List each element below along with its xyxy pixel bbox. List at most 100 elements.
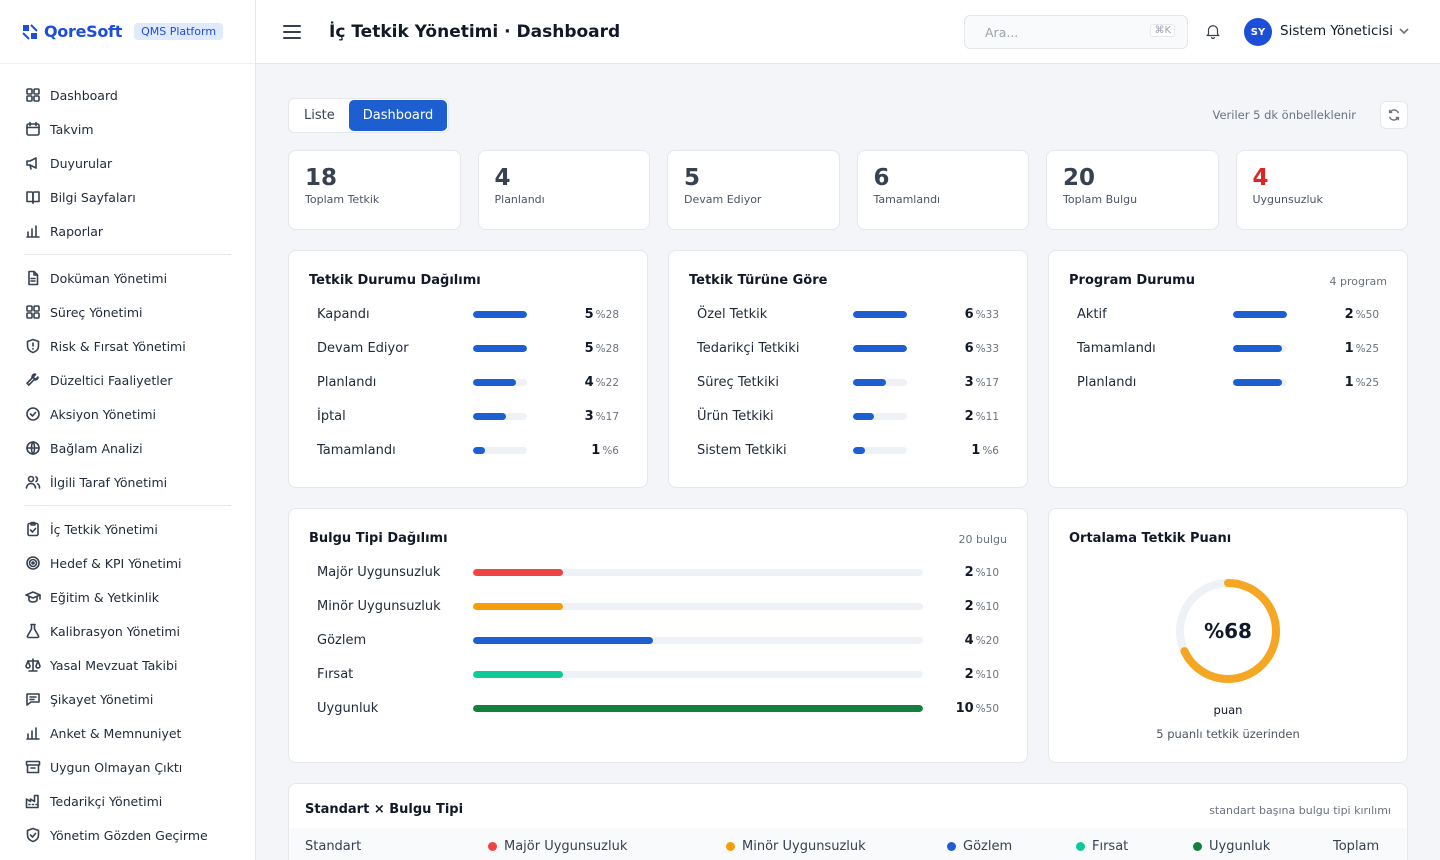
- sidebar-item-uygun-olmayan-kt[interactable]: Uygun Olmayan Çıktı: [24, 750, 231, 784]
- row-value: 2 %10: [965, 565, 999, 580]
- logo-icon: [22, 23, 38, 40]
- sidebar-item-label: Hedef & KPI Yönetimi: [50, 555, 182, 571]
- sidebar-item-label: Takvim: [50, 121, 94, 137]
- bell-icon[interactable]: [1204, 22, 1224, 42]
- sidebar-item-aksiyon-y-netimi[interactable]: Aksiyon Yönetimi: [24, 397, 231, 431]
- bar-track: [473, 344, 527, 352]
- sidebar-item-label: Doküman Yönetimi: [50, 270, 168, 286]
- bar-fill: [1233, 378, 1282, 386]
- kpi-card[interactable]: 18 Toplam Tetkik: [288, 150, 461, 230]
- row-value: 1 %6: [591, 443, 619, 458]
- row-percent: %28: [595, 308, 619, 321]
- sidebar-item-label: Eğitim & Yetkinlik: [50, 589, 159, 605]
- sidebar-item-ba-lam-analizi[interactable]: Bağlam Analizi: [24, 431, 231, 465]
- sidebar-item-anket-memnuniyet[interactable]: Anket & Memnuniyet: [24, 716, 231, 750]
- bar-track: [853, 446, 907, 454]
- refresh-button[interactable]: [1380, 101, 1408, 129]
- row-count: 5: [584, 306, 594, 322]
- search-input[interactable]: [985, 24, 1135, 40]
- shield-check-icon: [24, 826, 42, 844]
- kpi-card[interactable]: 20 Toplam Bulgu: [1046, 150, 1219, 230]
- row-value: 6 %33: [965, 307, 999, 322]
- sidebar-nav: Dashboard Takvim Duyurular Bilgi Sayfaları R…: [0, 64, 255, 852]
- chevron-down-icon[interactable]: [1398, 25, 1410, 37]
- sidebar: QoreSoft QMS Platform Dashboard Takvim Duy…: [0, 0, 256, 860]
- row-value: 6 %33: [965, 341, 999, 356]
- column-header[interactable]: Gözlem: [947, 839, 1012, 854]
- tab-dashboard[interactable]: Dashboard: [348, 100, 448, 131]
- column-label: Fırsat: [1092, 839, 1129, 854]
- row-label: Sistem Tetkiki: [697, 442, 787, 458]
- sidebar-item-yasal-mevzuat-takibi[interactable]: Yasal Mevzuat Takibi: [24, 648, 231, 682]
- column-header[interactable]: Uygunluk: [1193, 839, 1270, 854]
- bar-fill: [473, 412, 506, 420]
- sidebar-item-label: Bilgi Sayfaları: [50, 189, 136, 205]
- row-value: 1 %25: [1345, 375, 1379, 390]
- avatar[interactable]: SY: [1244, 18, 1272, 46]
- bar-track: [473, 378, 527, 386]
- sidebar-item-s-re-y-netimi[interactable]: Süreç Yönetimi: [24, 295, 231, 329]
- sidebar-item-dok-man-y-netimi[interactable]: Doküman Yönetimi: [24, 261, 231, 295]
- sidebar-item-d-zeltici-faaliyetler[interactable]: Düzeltici Faaliyetler: [24, 363, 231, 397]
- type-card: Tetkik Türüne Göre Özel Tetkik 6 %33 Tedari…: [668, 250, 1028, 488]
- kpi-card[interactable]: 6 Tamamlandı: [856, 150, 1029, 230]
- sidebar-item-duyurular[interactable]: Duyurular: [24, 146, 231, 180]
- tab-list[interactable]: Liste: [304, 108, 335, 123]
- sidebar-item-bilgi-sayfalar[interactable]: Bilgi Sayfaları: [24, 180, 231, 214]
- factory-icon: [24, 792, 42, 810]
- row-value: 1 %6: [971, 443, 999, 458]
- sidebar-item-label: İlgili Taraf Yönetimi: [50, 474, 168, 490]
- check-circle-icon: [24, 405, 42, 423]
- program-card: Program Durumu 4 program Aktif 2 %50 Tamaml…: [1048, 250, 1408, 488]
- sidebar-item-tedarik-i-y-netimi[interactable]: Tedarikçi Yönetimi: [24, 784, 231, 818]
- sidebar-item-raporlar[interactable]: Raporlar: [24, 214, 231, 248]
- sidebar-item-i-tetkik-y-netimi[interactable]: İç Tetkik Yönetimi: [24, 512, 231, 546]
- sidebar-item-dashboard[interactable]: Dashboard: [24, 78, 231, 112]
- bar-chart-icon: [24, 724, 42, 742]
- user-name[interactable]: Sistem Yöneticisi: [1280, 23, 1393, 39]
- column-header[interactable]: Toplam: [1333, 839, 1379, 854]
- sidebar-item-label: Bağlam Analizi: [50, 440, 143, 456]
- kpi-card[interactable]: 5 Devam Ediyor: [667, 150, 840, 230]
- column-header[interactable]: Majör Uygunsuzluk: [488, 839, 627, 854]
- row-label: Uygunluk: [317, 700, 379, 716]
- column-label: Gözlem: [963, 839, 1013, 854]
- card-meta: standart başına bulgu tipi kırılımı: [1209, 804, 1391, 817]
- sidebar-item-hedef-kpi-y-netimi[interactable]: Hedef & KPI Yönetimi: [24, 546, 231, 580]
- bar-fill: [853, 344, 907, 352]
- sidebar-item-y-netim-g-zden-ge-irme[interactable]: Yönetim Gözden Geçirme: [24, 818, 231, 852]
- kpi-card[interactable]: 4 Uygunsuzluk: [1235, 150, 1408, 230]
- sidebar-item-risk-f-rsat-y-netimi[interactable]: Risk & Fırsat Yönetimi: [24, 329, 231, 363]
- gauge-arc: [1176, 579, 1280, 683]
- legend-dot: [1193, 842, 1202, 851]
- sidebar-item-label: Tedarikçi Yönetimi: [50, 793, 163, 809]
- bar-fill: [473, 310, 527, 318]
- row-value: 5 %28: [585, 341, 619, 356]
- card-title: Bulgu Tipi Dağılımı: [309, 531, 448, 546]
- status-card: Tetkik Durumu Dağılımı Kapandı 5 %28 Devam …: [288, 250, 648, 488]
- view-toggle: Liste Dashboard: [288, 98, 450, 133]
- sidebar-item-label: Aksiyon Yönetimi: [50, 406, 156, 422]
- cache-note: Veriler 5 dk önbelleklenir: [1212, 108, 1356, 122]
- target-icon: [24, 554, 42, 572]
- sidebar-item-e-itim-yetkinlik[interactable]: Eğitim & Yetkinlik: [24, 580, 231, 614]
- kpi-value: 5: [684, 165, 701, 191]
- column-header[interactable]: Fırsat: [1076, 839, 1128, 854]
- sidebar-item-ikayet-y-netimi[interactable]: Şikayet Yönetimi: [24, 682, 231, 716]
- bar-track: [1233, 344, 1287, 352]
- topbar: İç Tetkik Yönetimi · Dashboard ⌘K SY Sis…: [256, 0, 1440, 64]
- kpi-card[interactable]: 4 Planlandı: [477, 150, 650, 230]
- search-box[interactable]: ⌘K: [964, 15, 1188, 49]
- sidebar-item-takvim[interactable]: Takvim: [24, 112, 231, 146]
- row-label: Aktif: [1077, 306, 1107, 322]
- sidebar-item-i-lgili-taraf-y-netimi[interactable]: İlgili Taraf Yönetimi: [24, 465, 231, 499]
- column-header[interactable]: Standart: [305, 839, 361, 854]
- sidebar-item-kalibrasyon-y-netimi[interactable]: Kalibrasyon Yönetimi: [24, 614, 231, 648]
- archive-icon: [24, 758, 42, 776]
- menu-toggle-icon[interactable]: [283, 24, 301, 39]
- column-header[interactable]: Minör Uygunsuzluk: [726, 839, 866, 854]
- column-label: Standart: [305, 839, 362, 854]
- nav-divider: [24, 505, 231, 506]
- brand[interactable]: QoreSoft QMS Platform: [0, 0, 255, 64]
- row-percent: %6: [602, 444, 619, 457]
